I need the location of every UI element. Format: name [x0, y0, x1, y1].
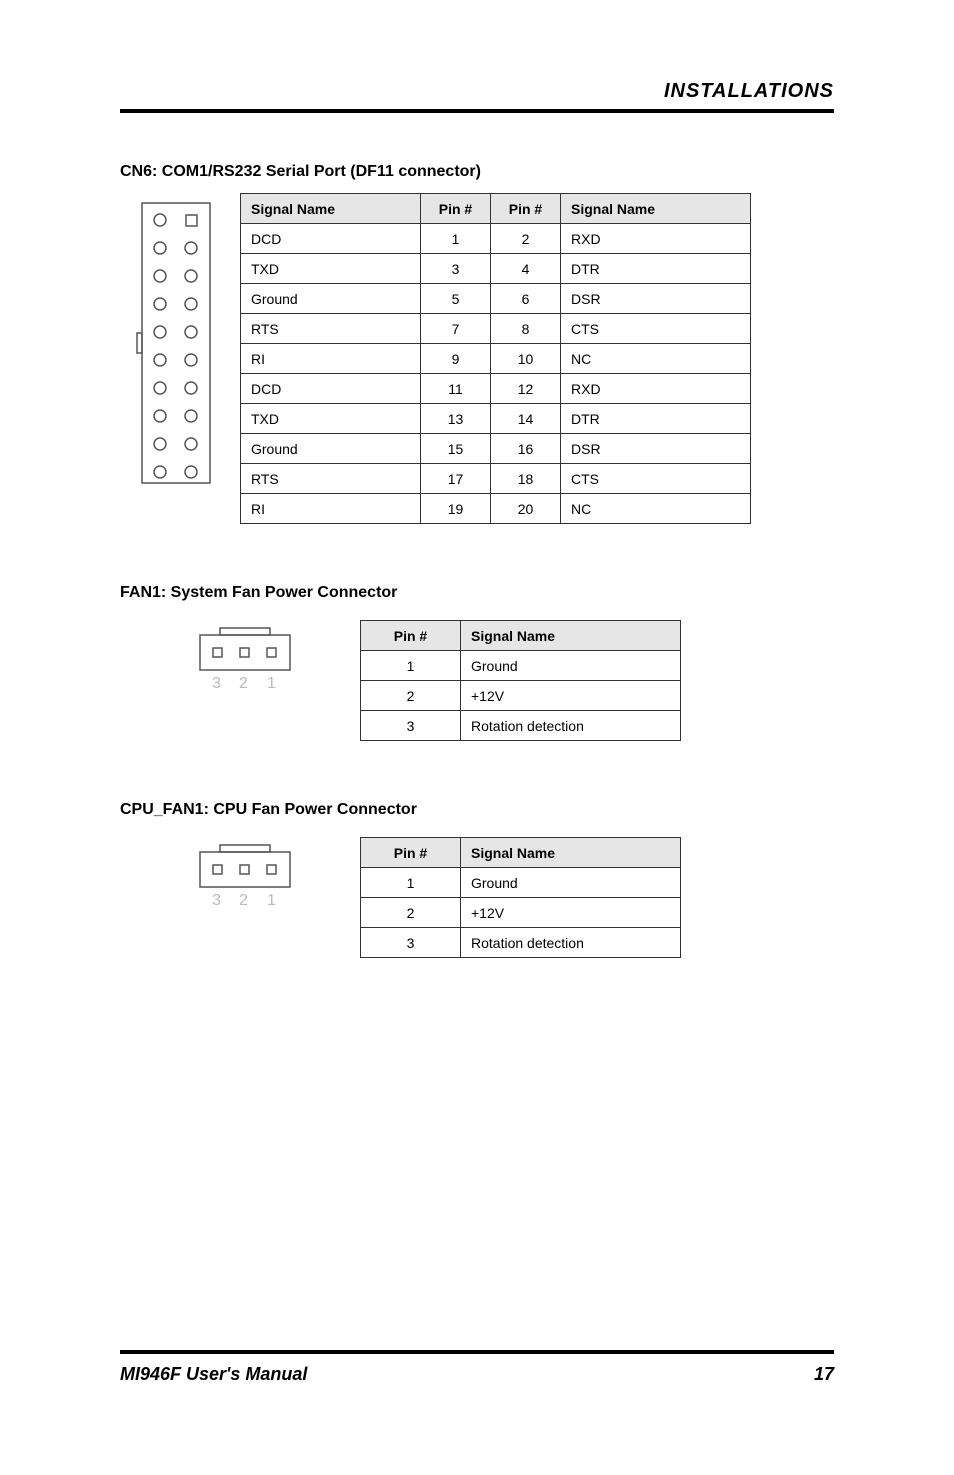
table-cell: RI	[241, 494, 421, 524]
table-row: 2+12V	[361, 681, 681, 711]
com1-pinout-table: Signal Name Pin # Pin # Signal Name DCD1…	[240, 193, 751, 524]
table-row: RI1920NC	[241, 494, 751, 524]
table-row: 2+12V	[361, 898, 681, 928]
fan1-pinout-table: Pin # Signal Name 1Ground2+12V3Rotation …	[360, 620, 681, 741]
table-cell: 18	[491, 464, 561, 494]
table-cell: RI	[241, 344, 421, 374]
table-cell: 10	[491, 344, 561, 374]
table-cell: 3	[361, 928, 461, 958]
th-pin-b: Pin #	[491, 194, 561, 224]
table-cell: DTR	[561, 254, 751, 284]
table-cell: 1	[361, 651, 461, 681]
section-cpufan1-title: CPU_FAN1: CPU Fan Power Connector	[120, 801, 834, 819]
page-footer: MI946F User's Manual 17	[120, 1350, 834, 1385]
table-row: 3Rotation detection	[361, 711, 681, 741]
table-cell: RXD	[561, 374, 751, 404]
svg-text:2: 2	[239, 892, 248, 909]
table-cell: 8	[491, 314, 561, 344]
svg-text:2: 2	[239, 675, 248, 692]
table-cell: 6	[491, 284, 561, 314]
table-cell: 16	[491, 434, 561, 464]
table-cell: RTS	[241, 314, 421, 344]
table-cell: 2	[361, 681, 461, 711]
table-cell: 12	[491, 374, 561, 404]
section-com1: CN6: COM1/RS232 Serial Port (DF11 connec…	[120, 163, 834, 524]
table-cell: 1	[421, 224, 491, 254]
table-cell: 4	[491, 254, 561, 284]
cpufan1-th-pin: Pin #	[361, 838, 461, 868]
table-row: Ground1516DSR	[241, 434, 751, 464]
table-cell: 20	[491, 494, 561, 524]
table-row: RTS1718CTS	[241, 464, 751, 494]
com1-connector-diagram	[120, 193, 220, 493]
table-row: 1Ground	[361, 868, 681, 898]
table-cell: 19	[421, 494, 491, 524]
table-cell: Ground	[241, 284, 421, 314]
table-cell: 1	[361, 868, 461, 898]
table-cell: TXD	[241, 254, 421, 284]
table-cell: DCD	[241, 374, 421, 404]
table-row: Ground56DSR	[241, 284, 751, 314]
section-cpufan1: CPU_FAN1: CPU Fan Power Connector 3 2 1 …	[120, 801, 834, 958]
table-cell: 7	[421, 314, 491, 344]
table-cell: 11	[421, 374, 491, 404]
table-cell: 2	[491, 224, 561, 254]
table-cell: DCD	[241, 224, 421, 254]
table-cell: 3	[361, 711, 461, 741]
cpufan1-th-signal: Signal Name	[461, 838, 681, 868]
table-cell: Ground	[461, 868, 681, 898]
svg-text:1: 1	[267, 892, 276, 909]
table-cell: Rotation detection	[461, 928, 681, 958]
section-fan1: FAN1: System Fan Power Connector 3 2 1 P…	[120, 584, 834, 741]
th-signal-b: Signal Name	[561, 194, 751, 224]
table-row: TXD34DTR	[241, 254, 751, 284]
table-cell: 14	[491, 404, 561, 434]
cpufan1-connector-diagram: 3 2 1	[190, 837, 300, 917]
table-cell: RXD	[561, 224, 751, 254]
th-pin-a: Pin #	[421, 194, 491, 224]
svg-text:3: 3	[212, 892, 221, 909]
table-row: DCD12RXD	[241, 224, 751, 254]
table-row: 3Rotation detection	[361, 928, 681, 958]
table-row: RTS78CTS	[241, 314, 751, 344]
table-cell: 15	[421, 434, 491, 464]
table-cell: CTS	[561, 464, 751, 494]
table-cell: +12V	[461, 898, 681, 928]
table-cell: TXD	[241, 404, 421, 434]
table-cell: Rotation detection	[461, 711, 681, 741]
table-cell: Ground	[461, 651, 681, 681]
table-cell: DSR	[561, 434, 751, 464]
table-cell: 3	[421, 254, 491, 284]
section-fan1-title: FAN1: System Fan Power Connector	[120, 584, 834, 602]
table-cell: 9	[421, 344, 491, 374]
table-cell: RTS	[241, 464, 421, 494]
table-row: 1Ground	[361, 651, 681, 681]
footer-page-number: 17	[814, 1364, 834, 1385]
th-signal-a: Signal Name	[241, 194, 421, 224]
cpufan1-pinout-table: Pin # Signal Name 1Ground2+12V3Rotation …	[360, 837, 681, 958]
table-cell: 17	[421, 464, 491, 494]
fan1-th-pin: Pin #	[361, 621, 461, 651]
table-cell: DTR	[561, 404, 751, 434]
footer-manual-title: MI946F User's Manual	[120, 1364, 307, 1385]
table-cell: Ground	[241, 434, 421, 464]
table-cell: DSR	[561, 284, 751, 314]
svg-text:1: 1	[267, 675, 276, 692]
section-com1-title: CN6: COM1/RS232 Serial Port (DF11 connec…	[120, 163, 834, 181]
table-cell: CTS	[561, 314, 751, 344]
table-cell: 13	[421, 404, 491, 434]
table-cell: +12V	[461, 681, 681, 711]
table-cell: 5	[421, 284, 491, 314]
svg-text:3: 3	[212, 675, 221, 692]
table-cell: 2	[361, 898, 461, 928]
fan1-connector-diagram: 3 2 1	[190, 620, 300, 700]
table-cell: NC	[561, 494, 751, 524]
fan1-th-signal: Signal Name	[461, 621, 681, 651]
table-cell: NC	[561, 344, 751, 374]
table-row: RI910NC	[241, 344, 751, 374]
table-row: TXD1314DTR	[241, 404, 751, 434]
table-row: DCD1112RXD	[241, 374, 751, 404]
page-header: INSTALLATIONS	[120, 80, 834, 113]
